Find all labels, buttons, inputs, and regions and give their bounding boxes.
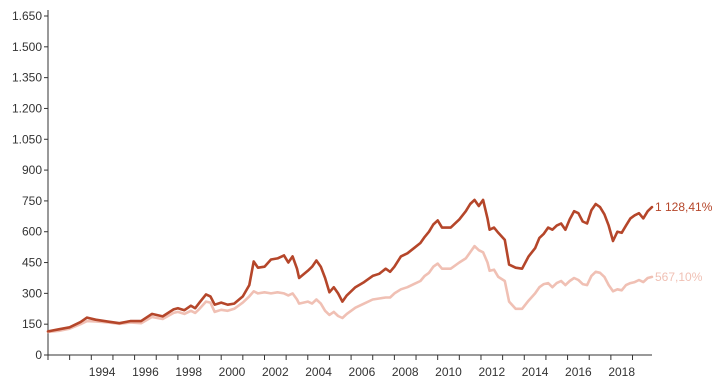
chart-axes: [47, 10, 652, 356]
x-tick-label: 2000: [219, 365, 246, 379]
x-tick-label: 2006: [349, 365, 376, 379]
y-tick-label: 1.500: [12, 40, 42, 54]
series-end-label-2: 567,10%: [655, 270, 703, 284]
end-labels: 567,10% 1 128,41%: [655, 200, 713, 284]
y-tick-label: 300: [22, 286, 42, 300]
x-tick-label: 1998: [175, 365, 202, 379]
y-tick-label: 150: [22, 317, 42, 331]
y-tick-label: 900: [22, 163, 42, 177]
y-tick-label: 750: [22, 194, 42, 208]
series-line-1: [46, 198, 654, 333]
series-end-label-1: 1 128,41%: [655, 200, 713, 214]
x-axis-ticks: 1994 1996 1998 2000 2002 2004 2006 2008 2010 2012…: [47, 355, 635, 379]
x-tick-label: 2008: [392, 365, 419, 379]
y-tick-label: 1.350: [12, 71, 42, 85]
y-tick-label: 1.200: [12, 101, 42, 115]
y-tick-label: 1.650: [12, 9, 42, 23]
x-tick-label: 2010: [435, 365, 462, 379]
series-layer: [46, 198, 654, 334]
x-tick-label: 2016: [565, 365, 592, 379]
x-tick-label: 1996: [132, 365, 159, 379]
y-tick-label: 0: [35, 348, 42, 362]
x-tick-label: 2012: [478, 365, 505, 379]
y-tick-label: 450: [22, 256, 42, 270]
x-tick-label: 2014: [522, 365, 549, 379]
y-tick-label: 1.050: [12, 132, 42, 146]
x-tick-label: 2018: [608, 365, 635, 379]
x-tick-label: 1994: [89, 365, 116, 379]
series-line-2: [46, 244, 654, 334]
x-tick-label: 2004: [305, 365, 332, 379]
x-tick-label: 2002: [262, 365, 289, 379]
y-axis-ticks: 0 150 300 450 600 750 900 1.050 1.200 1.350 1.500 1…: [12, 9, 48, 362]
y-tick-label: 600: [22, 225, 42, 239]
